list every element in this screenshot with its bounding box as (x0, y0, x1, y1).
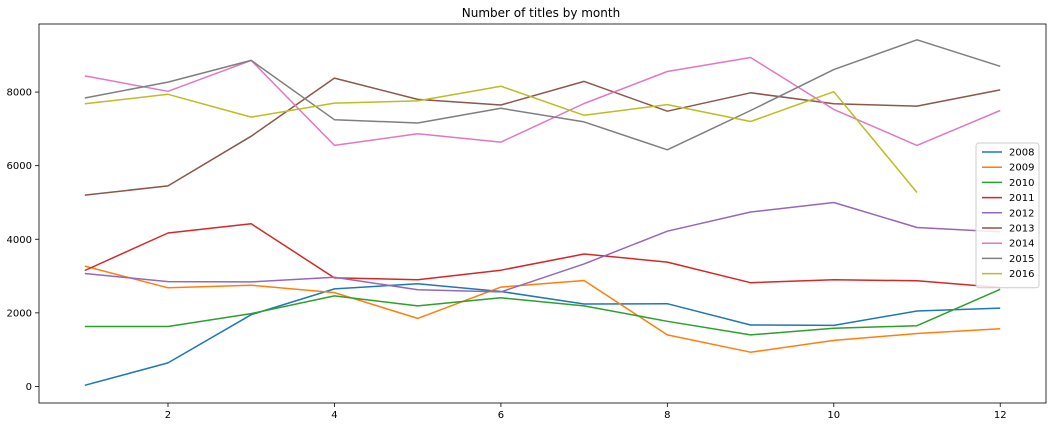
series-line-2010 (84, 288, 1001, 336)
series-line-2014 (84, 56, 1001, 147)
y-tick-label: 4000 (7, 235, 32, 246)
legend-label-2010: 2010 (1009, 178, 1034, 189)
series-line-2016 (84, 85, 918, 193)
series-line-2008 (84, 283, 1001, 387)
x-tick-label: 12 (994, 410, 1007, 421)
legend-label-2009: 2009 (1009, 163, 1034, 174)
x-tick-label: 10 (827, 410, 840, 421)
y-tick-label: 2000 (7, 308, 32, 319)
series-group (84, 39, 1001, 387)
legend-box (975, 142, 1040, 289)
y-tick-label: 8000 (7, 88, 32, 99)
series-line-2009 (84, 265, 1001, 353)
series-line-2011 (84, 223, 1001, 289)
legend-label-2012: 2012 (1009, 208, 1034, 219)
y-tick-label: 6000 (7, 161, 32, 172)
series-line-2012 (84, 201, 1001, 293)
legend-label-2014: 2014 (1009, 239, 1034, 250)
y-tick-label: 0 (26, 382, 32, 393)
y-axis: 0 2000 4000 6000 8000 (7, 88, 39, 393)
x-tick-label: 6 (498, 410, 504, 421)
series-line-2013 (84, 77, 1001, 196)
legend-label-2008: 2008 (1009, 148, 1034, 159)
series-line-2015 (84, 39, 1001, 151)
x-tick-label: 8 (664, 410, 670, 421)
plot-area (38, 23, 1047, 404)
x-tick-label: 2 (165, 410, 171, 421)
legend-label-2011: 2011 (1009, 193, 1034, 204)
legend-label-2013: 2013 (1009, 224, 1034, 235)
plot-frame (38, 23, 1047, 404)
legend-label-2015: 2015 (1009, 254, 1034, 265)
x-axis: 2 4 6 8 10 12 (165, 403, 1007, 421)
x-tick-label: 4 (331, 410, 337, 421)
chart-title: Number of titles by month (462, 6, 620, 20)
legend-label-2016: 2016 (1009, 269, 1034, 280)
legend: 2008 2009 2010 2011 2012 2013 2014 2015 2016 (975, 142, 1040, 289)
